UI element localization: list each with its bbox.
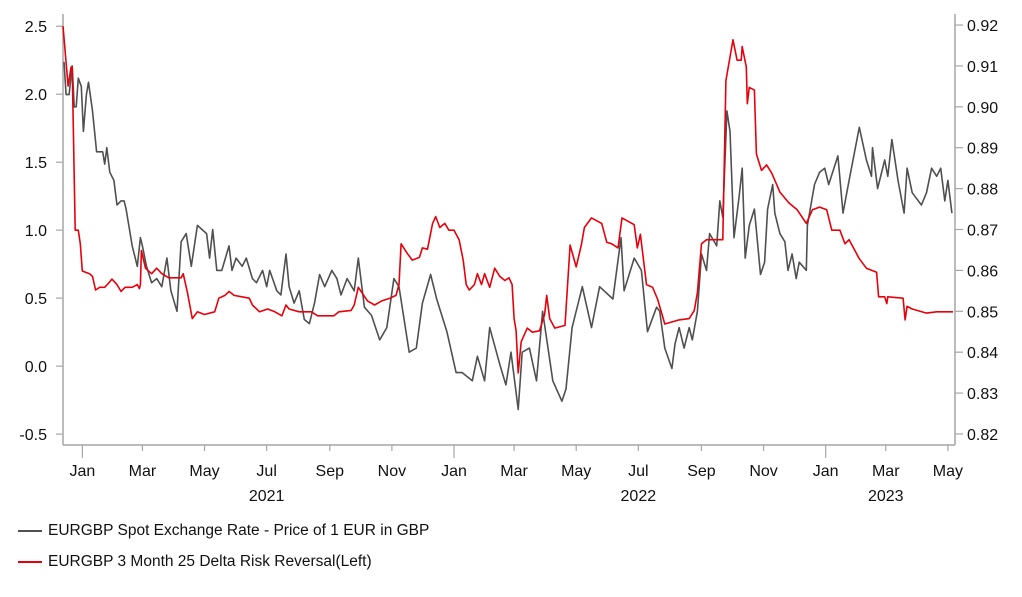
left-tick-label: 2.5 (25, 19, 47, 36)
x-tick-label: May (933, 463, 963, 480)
left-tick-label: 0.5 (25, 291, 47, 308)
right-tick-label: 0.84 (967, 345, 998, 362)
right-tick-label: 0.89 (967, 141, 998, 158)
series-line-spot-rate (63, 61, 953, 411)
x-tick-label: Jul (628, 463, 648, 480)
year-label: 2021 (249, 488, 285, 505)
left-tick-label: -0.5 (19, 427, 47, 444)
right-tick-label: 0.87 (967, 223, 998, 240)
x-tick-label: Mar (500, 463, 528, 480)
right-tick-label: 0.82 (967, 427, 998, 444)
legend-label-risk-reversal: EURGBP 3 Month 25 Delta Risk Reversal(Le… (48, 553, 372, 570)
right-tick-label: 0.86 (967, 263, 998, 280)
legend-swatch-spot (18, 530, 42, 532)
x-tick-label: May (561, 463, 591, 480)
legend-item-risk-reversal: EURGBP 3 Month 25 Delta Risk Reversal(Le… (18, 553, 372, 571)
year-label: 2023 (868, 488, 904, 505)
left-tick-label: 0.0 (25, 359, 47, 376)
x-tick-label: Nov (749, 463, 777, 480)
legend-swatch-risk-reversal (18, 561, 42, 563)
x-tick-label: Jan (813, 463, 839, 480)
right-tick-label: 0.83 (967, 386, 998, 403)
left-tick-label: 1.5 (25, 155, 47, 172)
right-tick-label: 0.91 (967, 59, 998, 76)
left-tick-label: 1.0 (25, 223, 47, 240)
x-tick-label: Jul (256, 463, 276, 480)
series-layer (62, 26, 953, 411)
series-line-risk-reversal (62, 26, 953, 374)
right-tick-label: 0.92 (967, 18, 998, 35)
right-tick-label: 0.90 (967, 100, 998, 117)
x-tick-label: Jan (441, 463, 467, 480)
axes: 2.5 2.0 1.5 1.0 0.5 0.0 -0.5 0.92 0.91 0.90 0.89 0.… (19, 14, 998, 505)
year-label: 2022 (621, 488, 657, 505)
x-tick-label: Mar (129, 463, 157, 480)
legend-label-spot: EURGBP Spot Exchange Rate - Price of 1 E… (48, 522, 430, 539)
x-tick-label: Jan (69, 463, 95, 480)
x-tick-label: Nov (378, 463, 406, 480)
right-tick-label: 0.88 (967, 182, 998, 199)
x-tick-label: Mar (872, 463, 900, 480)
x-tick-label: May (189, 463, 219, 480)
left-tick-label: 2.0 (25, 87, 47, 104)
right-tick-label: 0.85 (967, 304, 998, 321)
legend-item-spot: EURGBP Spot Exchange Rate - Price of 1 E… (18, 522, 429, 540)
x-tick-label: Sep (316, 463, 345, 480)
x-tick-label: Sep (687, 463, 716, 480)
